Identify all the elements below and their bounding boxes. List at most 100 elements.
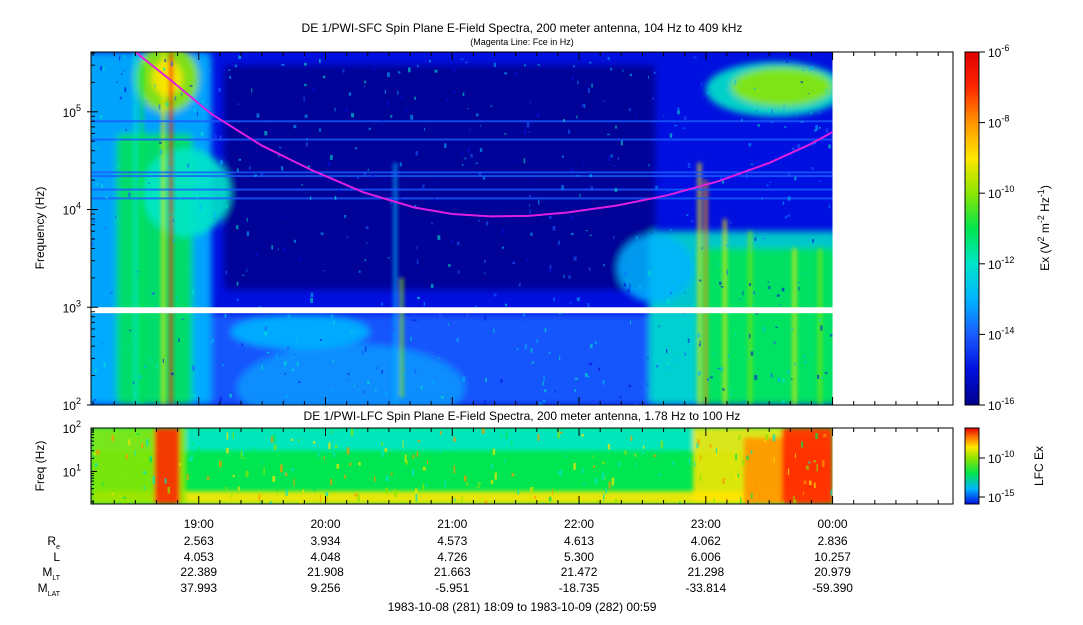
sfc-noise-pixel (301, 184, 303, 186)
lfc-noise-pixel (123, 496, 126, 499)
sfc-spectrogram-panel: 102 103 104 105 Frequency (Hz) (33, 51, 954, 413)
lfc-tick-exponent: 1 (76, 462, 81, 472)
sfc-noise-pixel (490, 105, 493, 107)
sfc-noise-pixel (390, 201, 392, 205)
sfc-noise-pixel (529, 101, 531, 104)
sfc-noise-pixel (667, 189, 669, 192)
lfc-noise-pixel (130, 444, 133, 453)
sfc-noise-pixel (630, 320, 632, 325)
sfc-noise-pixel (287, 314, 291, 319)
sfc-noise-pixel (558, 240, 560, 245)
lfc-noise-pixel (280, 464, 283, 473)
sfc-noise-pixel (110, 291, 114, 294)
lfc-noise-pixel (291, 438, 294, 441)
sfc-noise-pixel (450, 158, 452, 162)
sfc-noise-pixel (770, 373, 773, 378)
sfc-noise-pixel (677, 107, 680, 111)
lfc-noise-pixel (326, 495, 328, 501)
lfc-noise-pixel (226, 432, 229, 440)
sfc-noise-pixel (537, 64, 540, 66)
lfc-noise-pixel (93, 454, 95, 459)
sfc-noise-pixel (420, 385, 423, 390)
sfc-noise-pixel (639, 285, 641, 290)
lfc-noise-pixel (305, 455, 308, 462)
sfc-noise-pixel (553, 297, 555, 302)
lfc-noise-pixel (96, 449, 100, 455)
lfc-noise-pixel (414, 488, 418, 494)
sfc-noise-pixel (464, 157, 467, 160)
sfc-noise-pixel (794, 362, 796, 366)
sfc-noise-pixel (541, 403, 544, 405)
sfc-noise-pixel (763, 114, 766, 117)
lfc-noise-pixel (219, 473, 221, 479)
lfc-noise-pixel (635, 462, 637, 468)
sfc-noise-pixel (797, 282, 800, 284)
lfc-colorbar-gradient (964, 427, 980, 505)
sfc-noise-pixel (635, 403, 638, 405)
lfc-noise-pixel (285, 489, 288, 496)
sfc-noise-pixel (401, 95, 404, 99)
lfc-noise-pixel (626, 436, 628, 440)
sfc-noise-pixel (752, 304, 755, 306)
sfc-interference-line (91, 171, 833, 174)
sfc-noise-pixel (103, 67, 105, 71)
sfc-noise-pixel (457, 241, 460, 246)
sfc-noise-pixel (238, 158, 242, 161)
sfc-noise-pixel (381, 370, 384, 374)
sfc-noise-pixel (791, 212, 794, 216)
sfc-noise-pixel (736, 174, 739, 178)
sfc-noise-pixel (751, 218, 755, 221)
ephemeris-value: 4.613 (564, 534, 594, 548)
lfc-noise-pixel (381, 449, 384, 457)
sfc-noise-pixel (602, 380, 605, 385)
ephemeris-value: 4.053 (184, 550, 214, 564)
sfc-noise-pixel (549, 264, 552, 269)
sfc-spike (697, 162, 701, 405)
sfc-noise-pixel (501, 246, 505, 249)
sfc-noise-pixel (470, 154, 473, 158)
sfc-colorbar-tick-label: 10-12 (988, 255, 1014, 272)
lfc-noise-pixel (734, 473, 737, 482)
lfc-noise-pixel (298, 439, 300, 443)
lfc-noise-pixel (772, 434, 776, 442)
sfc-noise-pixel (357, 389, 360, 391)
lfc-noise-pixel (511, 473, 515, 477)
sfc-spike (393, 162, 397, 405)
sfc-spike (133, 52, 137, 405)
main-panel-title: DE 1/PWI-SFC Spin Plane E-Field Spectra,… (302, 21, 743, 35)
sfc-noise-pixel (465, 61, 468, 64)
sfc-interference-line (91, 138, 833, 141)
time-tick-label: 23:00 (691, 517, 721, 531)
lfc-noise-pixel (765, 433, 769, 441)
sfc-noise-pixel (538, 199, 540, 205)
sfc-noise-pixel (454, 334, 456, 338)
lfc-noise-pixel (463, 475, 467, 482)
lfc-noise-pixel (604, 475, 606, 481)
lfc-noise-pixel (816, 463, 818, 472)
lfc-noise-pixel (642, 445, 645, 449)
sfc-noise-pixel (615, 125, 617, 129)
sfc-noise-pixel (782, 201, 785, 205)
sfc-noise-pixel (818, 110, 821, 115)
lfc-noise-pixel (188, 457, 192, 462)
lfc-noise-pixel (391, 472, 393, 476)
lfc-noise-pixel (206, 476, 210, 481)
sfc-noise-pixel (159, 149, 163, 155)
sfc-noise-pixel (824, 372, 828, 374)
sfc-tick-label: 105 (63, 103, 81, 120)
lfc-noise-pixel (787, 468, 790, 475)
sfc-noise-pixel (192, 393, 196, 398)
sfc-noise-pixel (91, 241, 94, 246)
lfc-noise-pixel (592, 465, 596, 468)
sfc-noise-pixel (574, 389, 577, 392)
sfc-noise-pixel (711, 372, 713, 377)
sfc-noise-pixel (782, 377, 785, 383)
sfc-noise-pixel (236, 168, 239, 172)
sfc-noise-pixel (548, 216, 552, 219)
lfc-noise-pixel (326, 451, 328, 455)
lfc-noise-pixel (679, 501, 681, 504)
sfc-noise-pixel (298, 381, 301, 384)
sfc-noise-pixel (720, 367, 724, 372)
sfc-noise-pixel (559, 355, 561, 361)
sfc-noise-pixel (414, 96, 416, 100)
